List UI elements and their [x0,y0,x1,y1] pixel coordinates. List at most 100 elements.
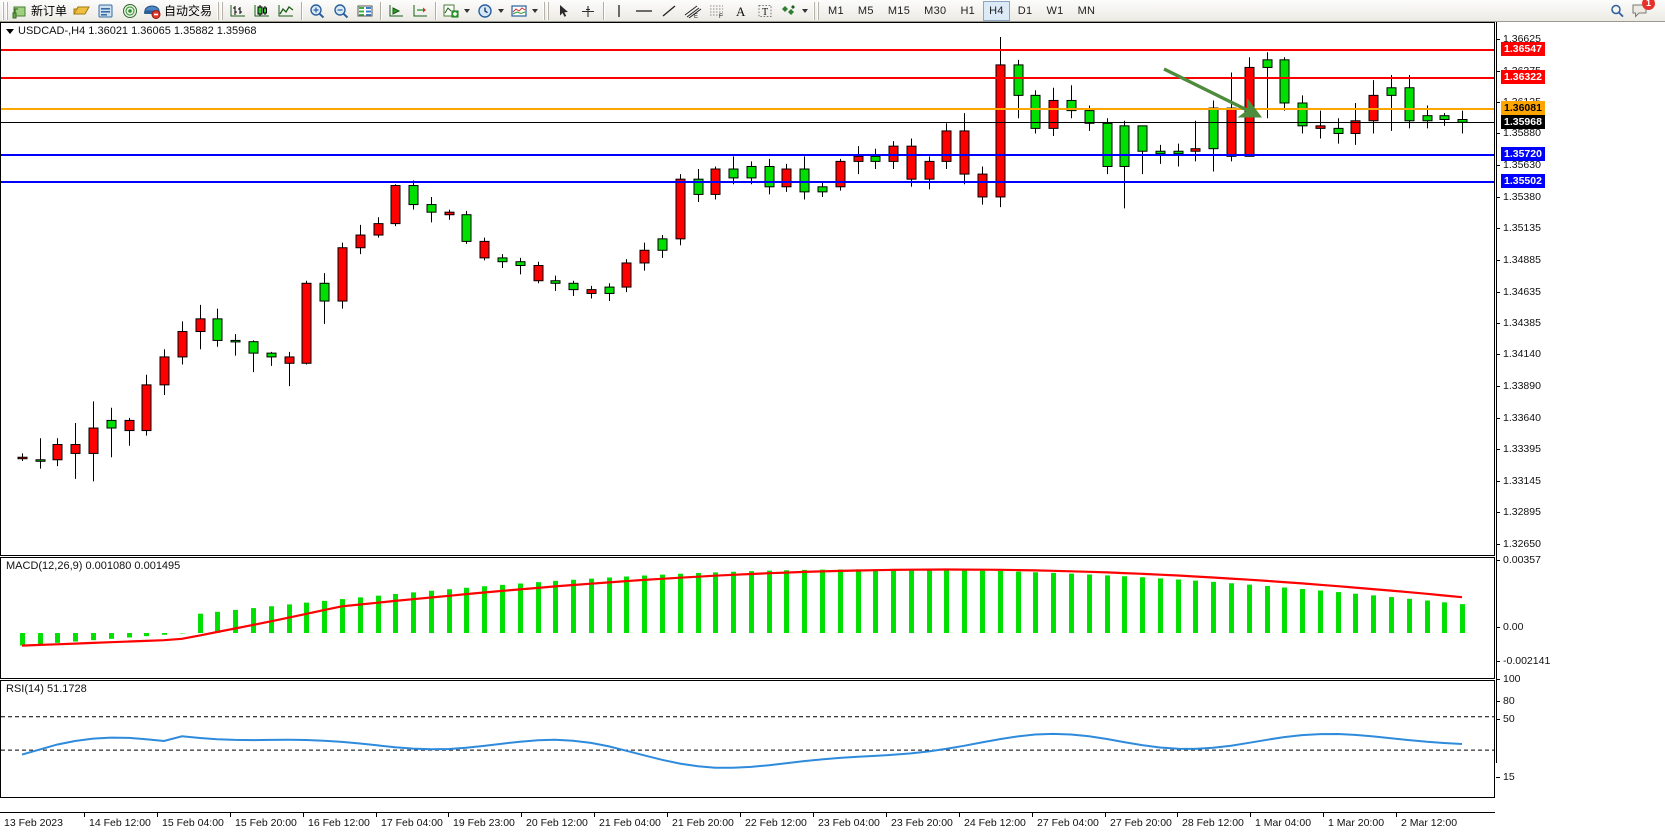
macd-axis-label: -0.002141 [1503,655,1551,667]
price-marker-current-price[interactable]: 1.35968 [1501,115,1545,130]
zoom-out-button[interactable] [329,1,353,21]
zoom-in-button[interactable] [305,1,329,21]
price-marker-resistance-1[interactable]: 1.36547 [1501,41,1545,56]
axis-tick [1496,661,1500,662]
axis-tick [1496,560,1500,561]
timeframe-d1[interactable]: D1 [1017,4,1033,17]
axis-tick-label: 1.34885 [1503,253,1541,266]
axis-tick [1496,70,1500,72]
templates-button[interactable] [507,1,531,21]
axis-tick [1496,165,1500,167]
macd-pane[interactable]: MACD(12,26,9) 0.001080 0.001495 [0,557,1495,679]
bar-chart-button[interactable] [226,1,250,21]
support-line-2[interactable] [1,181,1494,184]
toolbar-grip-2[interactable] [217,1,225,20]
time-axis-label: 23 Feb 04:00 [818,817,880,829]
vline-icon [618,4,620,17]
timeframe-h4[interactable]: H4 [983,0,1010,21]
price-marker-pivot[interactable]: 1.36081 [1501,100,1545,115]
time-axis-tick [594,813,595,817]
toolbar-grip-3[interactable] [543,1,551,20]
chart-collapse-icon[interactable] [6,28,14,34]
time-axis[interactable]: 13 Feb 2023 14 Feb 12:00 15 Feb 04:00 15 Fe… [0,812,1495,839]
pivot-line[interactable] [1,107,1494,110]
timeframe-m30[interactable]: M30 [924,4,947,17]
crosshair-button[interactable] [576,1,600,21]
axis-tick [1496,679,1500,680]
timeframe-h1[interactable]: H1 [960,4,976,17]
new-order-button[interactable]: 新订单 [11,1,70,21]
trendline-button[interactable] [657,1,681,21]
axis-tick [1496,480,1500,482]
indicators-caret-icon[interactable] [464,8,471,13]
resistance-line-2[interactable] [1,77,1494,80]
axis-tick [1496,627,1500,628]
fibonacci-button[interactable]: F [705,1,729,21]
folders-button[interactable] [70,1,94,21]
shift-end-icon [389,4,404,16]
axis-tick [1496,448,1500,450]
time-axis-tick [521,813,522,817]
rsi-series [1,716,1494,769]
time-axis-tick [1032,813,1033,817]
rsi-axis-label: 100 [1503,673,1521,685]
search-icon [1611,4,1624,17]
data-window-button[interactable] [94,1,118,21]
period-button[interactable] [473,1,497,21]
period-caret-icon[interactable] [498,8,505,13]
hline-button[interactable] [631,1,657,21]
time-axis-tick [886,813,887,817]
resistance-line-1[interactable] [1,48,1494,51]
toolbar-grip[interactable] [2,1,9,20]
objects-button[interactable] [777,1,801,21]
time-axis-tick [1250,813,1251,817]
macd-pane-label: MACD(12,26,9) 0.001080 0.001495 [6,560,181,572]
vline-button[interactable] [607,1,631,21]
navigator-button[interactable] [118,1,142,21]
templates-caret-icon[interactable] [532,8,539,13]
timeframe-m5[interactable]: M5 [857,4,874,17]
main-toolbar: 新订单 自动交易 [0,0,1665,22]
price-marker-resistance-2[interactable]: 1.36322 [1501,70,1545,85]
support-line-1[interactable] [1,153,1494,156]
search-button[interactable] [1605,1,1629,21]
current-price-line[interactable] [1,122,1494,124]
price-axis[interactable]: 1.366251.363751.361251.358801.356301.353… [1496,22,1665,798]
chart-area[interactable]: USDCAD-,H4 1.36021 1.36065 1.35882 1.359… [0,22,1665,838]
text-button[interactable]: A [729,1,753,21]
time-axis-label: 1 Mar 04:00 [1255,817,1312,829]
cursor-button[interactable] [552,1,576,21]
line-chart-button[interactable] [274,1,298,21]
axis-tick [1496,228,1500,230]
timeframe-mn[interactable]: MN [1077,4,1096,17]
objects-caret-icon[interactable] [802,8,809,13]
time-axis-tick [813,813,814,817]
navigator-icon [123,3,138,18]
candlestick-chart-button[interactable] [250,1,274,21]
price-marker-support-2[interactable]: 1.35502 [1501,174,1545,189]
auto-scroll-button[interactable] [408,1,432,21]
axis-tick [1496,719,1500,720]
time-axis-label: 23 Feb 20:00 [891,817,953,829]
axis-tick-label: 1.34635 [1503,285,1541,298]
axis-tick-label: 1.35880 [1503,127,1541,140]
bearish-trend-arrow[interactable] [1,23,1494,555]
axis-tick-label: 1.34140 [1503,348,1541,361]
time-axis-tick [230,813,231,817]
autotrading-label: 自动交易 [164,4,213,18]
label-button[interactable]: T [753,1,777,21]
price-pane[interactable]: USDCAD-,H4 1.36021 1.36065 1.35882 1.359… [0,22,1495,556]
timeframe-w1[interactable]: W1 [1046,4,1064,17]
timeframe-m1[interactable]: M1 [828,4,844,17]
timeframe-m15[interactable]: M15 [887,4,911,17]
grid-button[interactable] [353,1,377,21]
indicators-icon [443,4,459,17]
equidistant-channel-button[interactable]: E [681,1,705,21]
toolbar-grip-4[interactable] [813,1,821,20]
indicators-button[interactable] [439,1,463,21]
price-marker-support-1[interactable]: 1.35720 [1501,146,1545,161]
alerts-button[interactable]: 1 [1629,0,1655,21]
autotrading-button[interactable]: 自动交易 [142,1,215,21]
rsi-pane[interactable]: RSI(14) 51.1728 [0,680,1495,798]
shift-end-button[interactable] [384,1,408,21]
